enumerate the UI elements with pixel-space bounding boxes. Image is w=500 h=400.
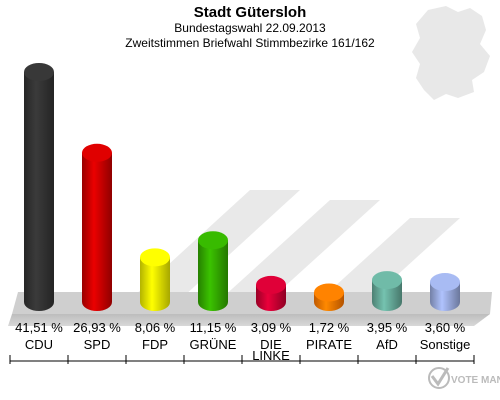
- bar-top: [140, 248, 170, 267]
- bar-sonstige: [430, 273, 460, 311]
- chart-floor: [8, 314, 490, 326]
- germany-map-silhouette: [412, 6, 490, 100]
- category-axis: CDU SPD FDP GRÜNE DIE LINKE PIRATE AfD Sonstige: [9, 337, 475, 364]
- bar-cdu: [24, 63, 54, 311]
- bar-top: [198, 231, 228, 250]
- value-labels: 41,51 % 26,93 % 8,06 % 11,15 % 3,09 % 1,72 % 3…: [15, 320, 466, 335]
- value-label-pirate: 1,72 %: [309, 320, 350, 335]
- category-label-afd: AfD: [376, 337, 398, 352]
- bars: [24, 63, 460, 311]
- category-label-sonstige: Sonstige: [420, 337, 471, 352]
- bar-spd: [82, 143, 112, 311]
- background-decoration: [8, 6, 492, 326]
- bar-fdp: [140, 248, 170, 311]
- bar-top: [82, 143, 112, 162]
- bar-body: [140, 257, 170, 311]
- category-label-die-linke: DIE LINKE: [252, 337, 290, 363]
- value-label-die-linke: 3,09 %: [251, 320, 292, 335]
- bar-gr-ne: [198, 231, 228, 311]
- bar-body: [82, 152, 112, 311]
- background-stripe: [200, 200, 380, 318]
- bar-body: [198, 240, 228, 311]
- logo-ball-icon: [428, 367, 450, 389]
- bar-top: [430, 273, 460, 292]
- value-label-fdp: 8,06 %: [135, 320, 176, 335]
- category-label-pirate: PIRATE: [306, 337, 352, 352]
- category-label-gr-ne: GRÜNE: [190, 337, 237, 352]
- bar-top: [314, 283, 344, 302]
- logo-text: VOTE MANAGER: [451, 375, 500, 386]
- bar-top: [372, 271, 402, 290]
- bar-afd: [372, 271, 402, 311]
- vote-manager-logo: VOTE MANAGER: [428, 367, 500, 389]
- bar-die-linke: [256, 275, 286, 311]
- value-label-gr-ne: 11,15 %: [190, 320, 237, 335]
- category-label-cdu: CDU: [25, 337, 53, 352]
- chart-title: Stadt Gütersloh: [194, 4, 307, 21]
- bar-pirate: [314, 283, 344, 311]
- logo-check-icon: [430, 367, 450, 387]
- chart-subtitle-date: Bundestagswahl 22.09.2013: [174, 21, 326, 35]
- bar-body: [24, 72, 54, 311]
- bar-top: [256, 275, 286, 294]
- category-label-fdp: FDP: [142, 337, 168, 352]
- value-label-afd: 3,95 %: [367, 320, 408, 335]
- chart-subtitle-description: Zweitstimmen Briefwahl Stimmbezirke 161/…: [125, 36, 375, 50]
- value-label-spd: 26,93 %: [73, 320, 121, 335]
- value-label-sonstige: 3,60 %: [425, 320, 466, 335]
- bar-top: [24, 63, 54, 81]
- category-label-spd: SPD: [84, 337, 111, 352]
- value-label-cdu: 41,51 %: [15, 320, 63, 335]
